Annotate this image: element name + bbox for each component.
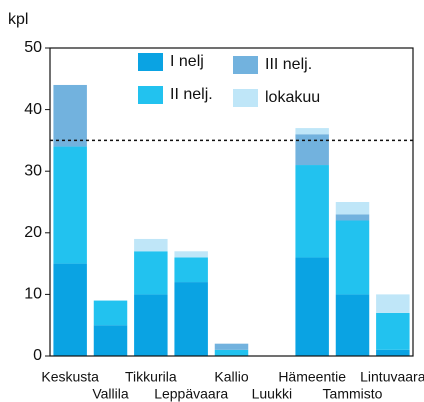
bar-segment [295,134,329,166]
x-tick-label: Kallio [214,369,248,385]
legend-label: III nelj. [265,56,312,73]
bar-segment [134,294,168,356]
bar-segment [93,325,128,356]
bar-segment [53,84,87,147]
legend-swatch [138,53,163,71]
x-tick-label: Tikkurila [125,369,177,385]
y-tick-label: 20 [24,224,42,241]
x-tick-label: Hämeentie [278,369,346,385]
bar-segment [376,294,410,313]
bar-segment [174,251,208,258]
bar-segment [174,282,208,356]
legend-swatch [233,89,258,107]
legend-label: II nelj. [170,86,213,103]
legend-swatch [233,56,258,74]
x-tick-label: Vallila [92,386,129,402]
y-axis-label: kpl [8,11,28,28]
bar-segment [134,238,168,252]
legend-label: I nelj [170,53,204,70]
x-tick-label: Luukki [252,386,292,402]
bar-segment [295,128,329,135]
bar-segment [93,300,128,326]
bar-segment [174,257,208,283]
bar-segment [134,251,168,295]
plot-frame [49,47,414,357]
bar-segment [335,220,370,295]
x-tick-label: Lintuvaara [360,369,424,385]
bar-segment [295,257,329,356]
bar-segment [214,343,249,350]
legend-swatch [138,86,163,104]
legend-label: lokakuu [265,89,320,106]
y-tick-label: 10 [24,286,42,303]
y-tick-label: 30 [24,162,42,179]
y-tick-label: 40 [24,101,42,118]
bar-segment [295,165,329,258]
y-tick-label: 0 [33,347,42,364]
bar-segment [53,263,87,356]
x-tick-label: Leppävaara [154,386,228,402]
bar-segment [335,214,370,221]
y-tick-label: 50 [24,39,42,56]
bar-segment [376,349,410,356]
x-tick-label: Keskusta [41,369,99,385]
bar-segment [53,146,87,264]
bar-segment [335,294,370,356]
bar-segment [335,202,370,215]
bar-segment [376,312,410,350]
x-tick-label: Tammisto [323,386,383,402]
bar-segment [214,349,249,356]
